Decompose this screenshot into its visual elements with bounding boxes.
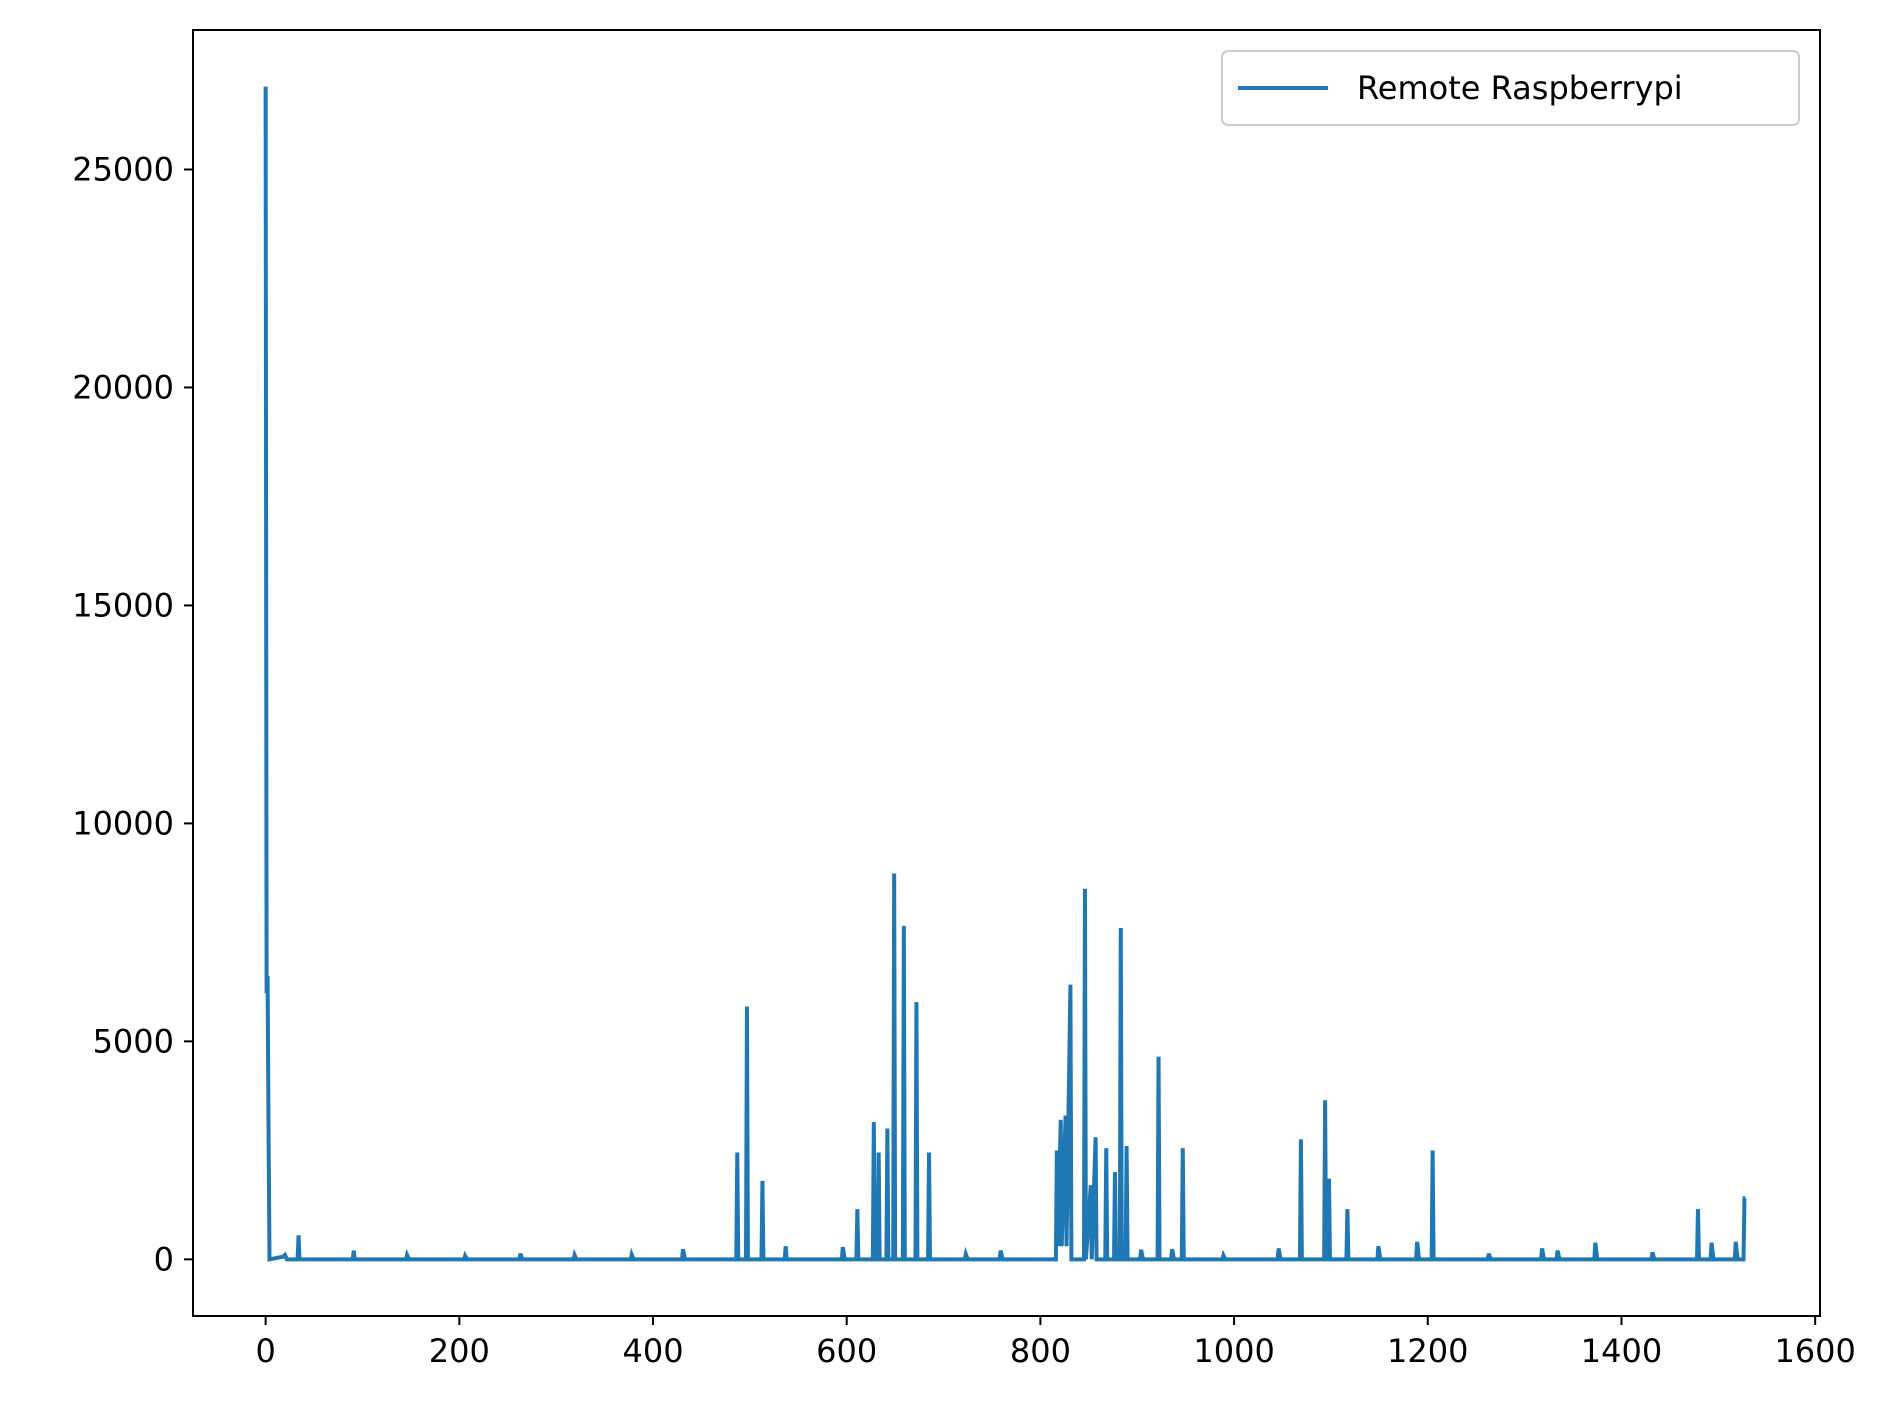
x-tick-label: 1400 — [1581, 1332, 1662, 1370]
x-axis: 0 200 400 600 800 1000 1200 1400 1600 — [255, 1316, 1856, 1370]
x-tick-label: 1000 — [1193, 1332, 1274, 1370]
y-tick-label: 10000 — [72, 804, 174, 842]
y-tick-label: 5000 — [93, 1022, 174, 1060]
plot-area — [263, 86, 1747, 1262]
x-tick-label: 800 — [1010, 1332, 1071, 1370]
x-tick-label: 200 — [429, 1332, 490, 1370]
legend: Remote Raspberrypi — [1221, 50, 1800, 126]
x-tick-label: 0 — [255, 1332, 275, 1370]
y-tick-label: 0 — [154, 1240, 174, 1278]
series-line-remote-raspberrypi — [263, 86, 1747, 1262]
axes-frame — [192, 29, 1821, 1317]
legend-box — [1221, 50, 1800, 126]
x-tick-label: 1200 — [1387, 1332, 1468, 1370]
x-tick-label: 1600 — [1774, 1332, 1855, 1370]
y-axis: 0 5000 10000 15000 20000 25000 — [72, 150, 193, 1278]
x-tick-label: 400 — [622, 1332, 683, 1370]
y-tick-label: 20000 — [72, 368, 174, 406]
legend-label-remote-raspberrypi: Remote Raspberrypi — [1357, 69, 1683, 107]
y-tick-label: 25000 — [72, 150, 174, 188]
y-tick-label: 15000 — [72, 586, 174, 624]
x-tick-label: 600 — [816, 1332, 877, 1370]
